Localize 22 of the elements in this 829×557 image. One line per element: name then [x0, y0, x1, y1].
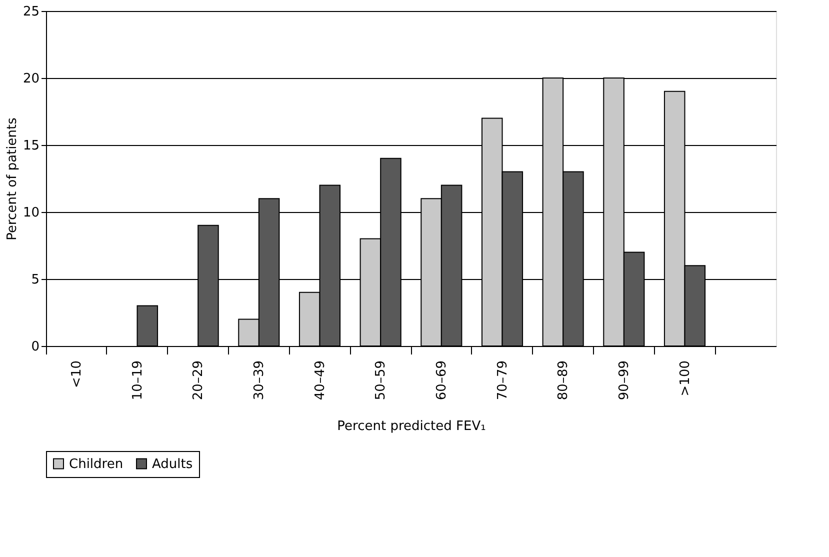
x-tick-label: 10–19 — [130, 360, 146, 400]
legend-label: Children — [69, 456, 124, 472]
x-tick-label: 60–69 — [434, 360, 450, 400]
y-tick-label: 15 — [22, 138, 40, 154]
x-tick-label: 30–39 — [252, 360, 267, 400]
y-tick-label: 0 — [31, 340, 40, 354]
x-axis-title: Percent predicted FEV₁ — [337, 419, 486, 434]
y-tick-label: 20 — [22, 72, 40, 86]
x-tick-label: <10 — [69, 360, 84, 388]
y-tick-label: 10 — [22, 206, 40, 220]
x-tick-label: 50–59 — [374, 360, 389, 400]
y-tick-label: 25 — [22, 4, 40, 20]
x-tick-label: 90–99 — [616, 360, 632, 400]
x-tick-label: 80–89 — [556, 360, 572, 400]
bar — [136, 305, 158, 346]
y-tick-label: 5 — [31, 272, 40, 288]
y-axis-title: Percent of patients — [4, 117, 20, 240]
x-tick-label: >100 — [678, 360, 693, 396]
legend-label: Adults — [152, 456, 193, 472]
x-tick-label: 40–49 — [312, 360, 328, 400]
x-tick-label: 70–79 — [495, 360, 510, 400]
x-tick-label: 20–29 — [191, 360, 206, 400]
